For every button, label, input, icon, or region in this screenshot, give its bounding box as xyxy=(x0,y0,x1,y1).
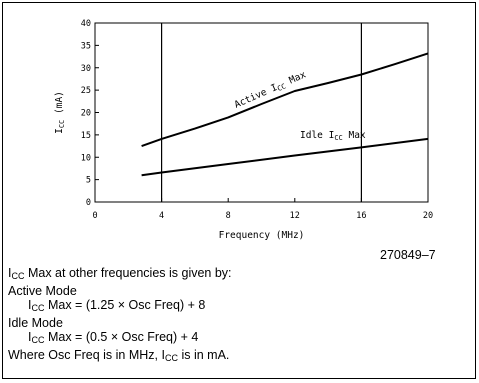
series-label-active-sub: CC xyxy=(276,82,287,93)
notes-intro-sub: CC xyxy=(11,271,25,281)
series-layer xyxy=(141,52,429,177)
notes-idle-formula-post: Max = (0.5 × Osc Freq) + 4 xyxy=(44,330,199,345)
notes-units-post: is in mA. xyxy=(177,347,230,362)
notes-intro: ICC Max at other frequencies is given by… xyxy=(8,266,232,284)
series-label-idle-main: Idle I xyxy=(300,130,334,141)
notes-active-formula: ICC Max = (1.25 × Osc Freq) + 8 xyxy=(8,298,232,316)
y-tick-label-40: 40 xyxy=(81,19,91,29)
notes-idle-formula-pre: I xyxy=(28,330,32,345)
y-axis-label-unit: (mA) xyxy=(54,91,65,120)
y-axis-label: ICC (mA) xyxy=(54,91,66,134)
y-tick-label-35: 35 xyxy=(81,41,91,51)
notes-idle-mode: Idle Mode xyxy=(8,315,63,330)
series-label-idle: Idle ICC Max xyxy=(300,130,366,142)
y-tick-label-10: 10 xyxy=(81,153,91,163)
notes-idle-formula: ICC Max = (0.5 × Osc Freq) + 4 xyxy=(8,330,232,348)
series-line-active xyxy=(141,52,429,148)
y-tick-label-15: 15 xyxy=(81,131,91,141)
series-label-idle-tail: Max xyxy=(343,130,366,141)
figure-frame xyxy=(2,2,476,379)
chart: 0 5 10 15 20 25 30 35 40 0 4 8 12 16 20 Frequency (MHz… xyxy=(54,19,433,241)
x-tick-label-20: 20 xyxy=(423,211,433,221)
x-tick-label-4: 4 xyxy=(159,211,164,221)
notes-active-formula-sub: CC xyxy=(31,303,45,314)
notes-active-mode: Active Mode xyxy=(8,283,77,298)
x-tick-label-12: 12 xyxy=(290,211,300,221)
x-tick-label-16: 16 xyxy=(356,211,366,221)
x-axis-label: Frequency (MHz) xyxy=(219,230,305,241)
y-tick-label-20: 20 xyxy=(81,109,91,119)
notes-units: Where Osc Freq is in MHz, ICC is in mA. xyxy=(8,348,232,366)
formula-notes: ICC Max at other frequencies is given by… xyxy=(8,266,232,366)
series-label-idle-sub: CC xyxy=(334,134,342,142)
notes-active-formula-post: Max = (1.25 × Osc Freq) + 8 xyxy=(44,298,206,313)
y-axis-label-main: I xyxy=(54,128,65,134)
y-tick-label-0: 0 xyxy=(86,198,91,208)
tick-layer: 0 5 10 15 20 25 30 35 40 0 4 8 12 16 20 xyxy=(81,19,433,221)
x-tick-label-8: 8 xyxy=(226,211,231,221)
x-tick-label-0: 0 xyxy=(92,211,97,221)
notes-units-pre: Where Osc Freq is in MHz, I xyxy=(8,347,165,362)
notes-idle-formula-sub: CC xyxy=(31,335,45,346)
notes-intro-pre: I xyxy=(8,266,12,280)
notes-active-formula-pre: I xyxy=(28,298,32,313)
grid-layer xyxy=(161,23,362,202)
notes-intro-post: Max at other frequencies is given by: xyxy=(24,266,232,280)
y-tick-label-5: 5 xyxy=(86,176,91,186)
notes-units-sub: CC xyxy=(164,352,178,363)
y-tick-label-30: 30 xyxy=(81,64,91,74)
y-axis-label-sub: CC xyxy=(58,120,66,128)
y-tick-label-25: 25 xyxy=(81,86,91,96)
series-label-active-tail: Max xyxy=(282,69,308,88)
figure-id: 270849–7 xyxy=(380,248,436,262)
series-line-idle xyxy=(141,137,429,177)
